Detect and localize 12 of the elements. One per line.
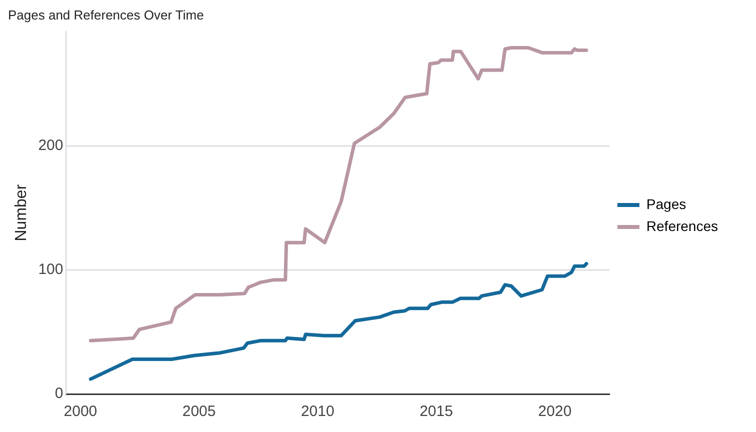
x-tick-label: 2020 [538, 403, 572, 420]
x-tick-label: 2000 [64, 403, 98, 420]
y-tick-label: 0 [54, 385, 64, 402]
x-tick-label: 2010 [300, 403, 334, 420]
y-axis-title: Number [13, 184, 30, 242]
chart-title: Pages and References Over Time [8, 7, 204, 22]
y-tick-label: 200 [38, 136, 64, 154]
legend-label: Pages [646, 196, 686, 212]
x-tick-label: 2015 [420, 403, 453, 420]
x-tick-label: 2005 [182, 403, 216, 420]
y-tick-label: 100 [38, 261, 64, 278]
legend-label: References [646, 218, 718, 234]
